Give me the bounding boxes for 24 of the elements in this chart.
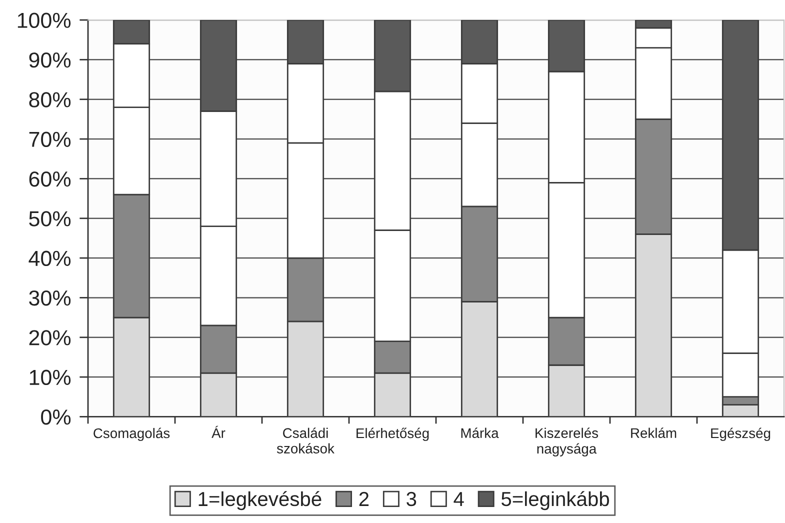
x-tick-label: Reklám [631,428,676,438]
x-tick-label: Egészség [711,428,770,441]
legend-label: 1=legkevésbé [198,491,322,510]
y-tick-label: 10% [30,370,71,386]
y-tick-label: 30% [29,290,71,306]
x-tick-label: Márka [461,428,499,438]
y-tick-label: 60% [29,171,71,187]
legend-label: 4 [454,492,464,506]
y-tick-label: 40% [28,250,71,266]
x-tick-label: Kiszerelés nagysága [536,428,598,456]
legend-label: 2 [359,492,369,506]
x-tick-label: Csomagolás [94,428,170,441]
y-tick-label: 70% [29,132,71,148]
y-tick-label: 90% [29,52,71,68]
x-tick-label: Elérhetőség [356,428,429,441]
x-tick-label: Családi szokások [276,428,334,454]
y-tick-label: 50% [29,211,71,226]
y-tick-label: 20% [29,330,71,346]
x-tick-label: Ár [212,426,226,438]
legend-label: 5=leginkább [502,491,610,510]
y-tick-label: 100% [18,12,71,28]
legend-label: 3 [406,492,416,506]
y-tick-label: 80% [29,92,71,108]
y-tick-label: 0% [41,409,71,425]
